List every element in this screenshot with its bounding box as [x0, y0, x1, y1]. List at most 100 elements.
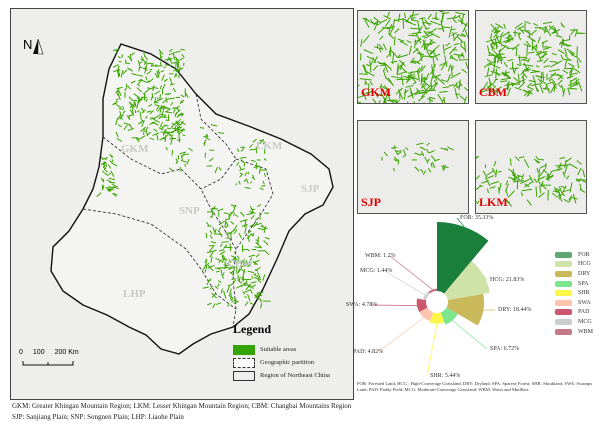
suitable-patch	[420, 83, 427, 89]
suitable-patch	[153, 118, 160, 123]
suitable-patch	[418, 89, 425, 92]
suitable-patch	[253, 221, 259, 227]
suitable-patch	[439, 90, 448, 93]
suitable-patch	[364, 19, 370, 28]
suitable-patch	[244, 289, 251, 293]
suitable-patch	[568, 65, 575, 74]
suitable-patch	[149, 117, 156, 120]
suitable-patch	[106, 179, 112, 183]
suitable-patch	[557, 79, 563, 86]
suitable-patch	[173, 65, 177, 69]
suitable-patch	[474, 155, 480, 159]
polar-sector-wbm	[428, 288, 437, 294]
suitable-patch	[412, 101, 415, 111]
suitable-patch	[411, 31, 422, 35]
suitable-patch	[405, 84, 414, 88]
suitable-patch	[411, 61, 417, 64]
suitable-patch	[556, 60, 563, 65]
suitable-patch	[138, 74, 143, 77]
suitable-patch	[244, 221, 247, 228]
suitable-patch	[140, 126, 147, 133]
suitable-patch	[425, 39, 433, 50]
suitable-patch	[509, 158, 512, 166]
suitable-patch	[490, 33, 493, 39]
suitable-patch	[247, 234, 250, 243]
suitable-patch	[180, 48, 185, 51]
suitable-patch	[259, 138, 265, 145]
suitable-patch	[548, 25, 555, 31]
suitable-patch	[162, 136, 166, 140]
suitable-patch	[522, 71, 528, 79]
suitable-patch	[228, 229, 235, 235]
suitable-patch	[242, 291, 246, 295]
suitable-patch	[551, 52, 557, 56]
abbreviation-note: FOR: Forested Land; HCG : High-Converage…	[357, 381, 593, 392]
suitable-patch	[414, 38, 422, 43]
suitable-patch	[218, 132, 225, 134]
suitable-patch	[430, 20, 442, 26]
suitable-patch	[383, 15, 391, 20]
suitable-patch	[156, 70, 160, 78]
suitable-patch	[262, 274, 266, 281]
suitable-patch	[130, 80, 136, 84]
suitable-patch	[161, 126, 164, 131]
suitable-patch	[384, 64, 389, 73]
suitable-patch	[462, 22, 468, 33]
suitable-patch	[542, 72, 545, 81]
suitable-patch	[207, 302, 212, 306]
suitable-patch	[493, 88, 500, 96]
suitable-patch	[147, 87, 154, 90]
suitable-patch	[164, 124, 169, 127]
suitable-patch	[181, 54, 185, 58]
suitable-patch	[134, 101, 137, 107]
label-leader	[377, 317, 425, 353]
legend-label: SPA	[578, 280, 589, 287]
legend-label: SHR	[578, 290, 590, 297]
suitable-patch	[457, 81, 463, 87]
suitable-patch	[452, 18, 457, 24]
suitable-patch	[451, 56, 458, 62]
label-leader	[483, 274, 488, 281]
suitable-patch	[486, 58, 492, 63]
suitable-patch	[158, 114, 163, 120]
suitable-patch	[416, 142, 424, 146]
legend-swatch	[555, 270, 572, 277]
caption-line-2: SJP: Sanjiang Plain; SNP: Songnen Plain;…	[12, 413, 184, 421]
suitable-patch	[578, 83, 583, 92]
suitable-patch	[427, 13, 432, 20]
suitable-patch	[236, 255, 240, 260]
legend-region: Region of Northeast China	[233, 369, 330, 382]
suitable-patch	[123, 124, 128, 130]
suitable-patch	[521, 188, 533, 192]
suitable-patch	[146, 110, 152, 113]
suitable-patch	[218, 220, 225, 226]
inset-gkm: GKM	[351, 10, 474, 113]
suitable-patch	[138, 78, 143, 82]
suitable-patch	[235, 183, 238, 186]
suitable-patch	[406, 101, 411, 113]
suitable-patch	[157, 69, 160, 73]
suitable-patch	[456, 82, 458, 89]
suitable-patch	[429, 50, 436, 56]
suitable-patch	[425, 48, 433, 53]
suitable-patch	[423, 86, 428, 94]
suitable-patch	[217, 280, 222, 283]
polar-sector-shr	[429, 312, 445, 324]
suitable-patch	[150, 62, 154, 66]
suitable-patch	[549, 60, 558, 63]
suitable-patch	[490, 70, 501, 76]
suitable-patch	[495, 34, 500, 44]
suitable-patch	[422, 55, 434, 58]
suitable-patch	[499, 45, 507, 53]
suitable-patch	[164, 129, 169, 135]
suitable-patch	[535, 65, 540, 68]
suitable-patch	[219, 249, 225, 252]
suitable-patch	[539, 164, 547, 169]
suitable-patch	[167, 131, 173, 134]
suitable-patch	[397, 38, 404, 42]
suitable-patch	[182, 153, 190, 156]
suitable-patch	[155, 97, 163, 103]
suitable-patch	[235, 284, 243, 289]
suitable-patch	[420, 168, 424, 173]
suitable-patch	[568, 195, 573, 201]
